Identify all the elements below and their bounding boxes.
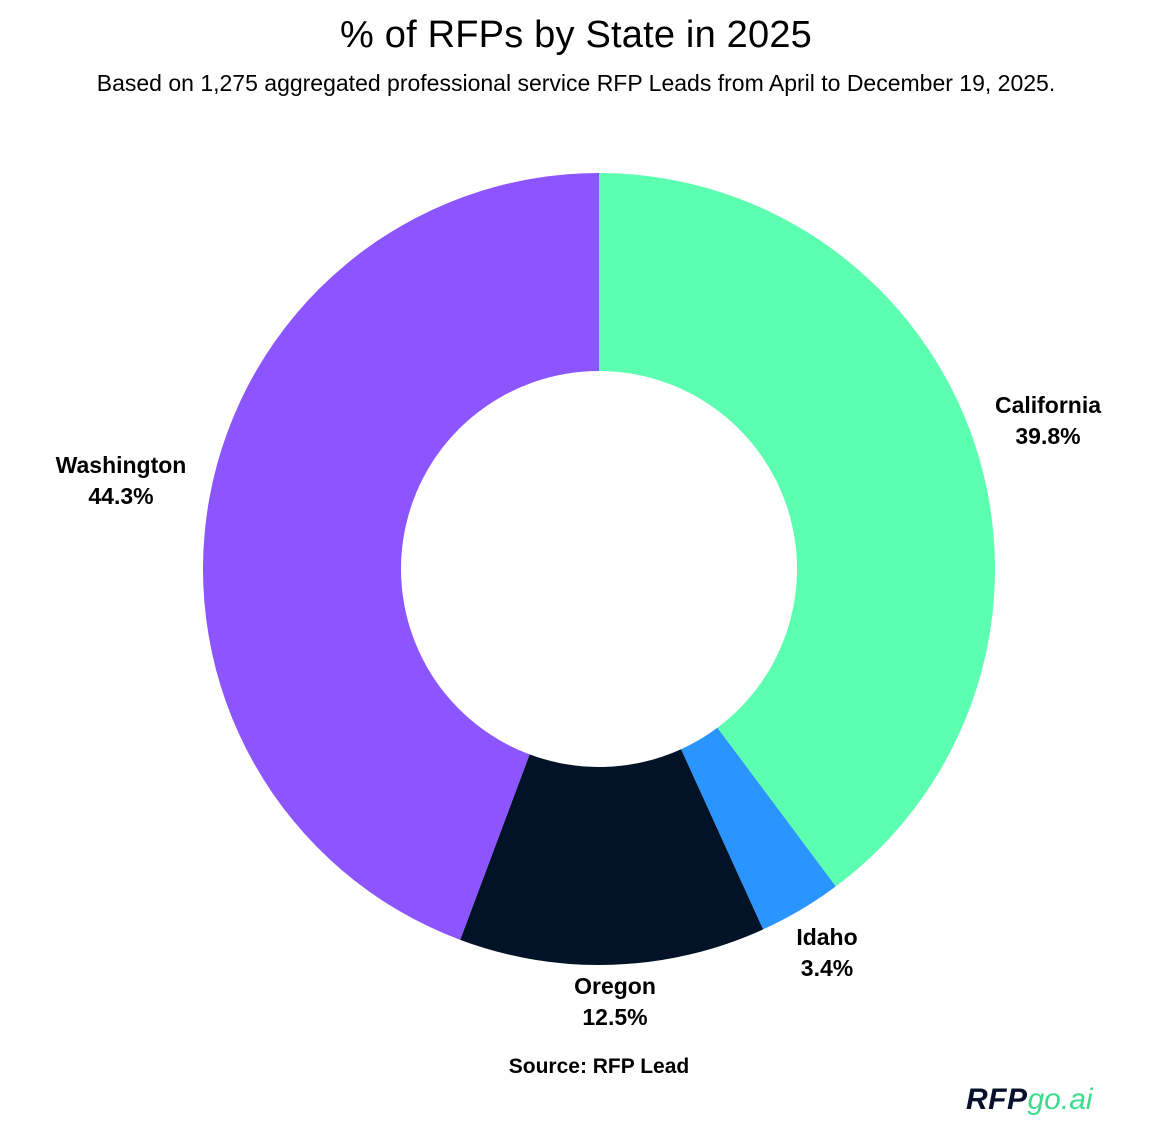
slice-oregon <box>460 749 764 965</box>
logo-primary-text: RFP <box>966 1083 1028 1116</box>
chart-title: % of RFPs by State in 2025 <box>340 14 812 56</box>
slice-california <box>599 173 996 887</box>
source-note: Source: RFP Lead <box>508 1055 690 1078</box>
brand-logo: RFPgo.ai <box>966 1080 1093 1120</box>
logo-secondary-text: go.ai <box>1027 1083 1093 1116</box>
slice-name-california: California <box>995 392 1101 418</box>
slice-value-idaho: 3.4% <box>801 955 853 981</box>
slice-name-idaho: Idaho <box>796 924 857 950</box>
slice-washington <box>203 173 599 940</box>
slice-value-california: 39.8% <box>1015 423 1080 449</box>
slice-name-washington: Washington <box>56 452 187 478</box>
slice-value-washington: 44.3% <box>88 483 153 509</box>
slice-value-oregon: 12.5% <box>582 1004 647 1030</box>
slice-name-oregon: Oregon <box>574 973 656 999</box>
slice-idaho <box>681 727 836 930</box>
chart-subtitle: Based on 1,275 aggregated professional s… <box>96 70 1056 96</box>
